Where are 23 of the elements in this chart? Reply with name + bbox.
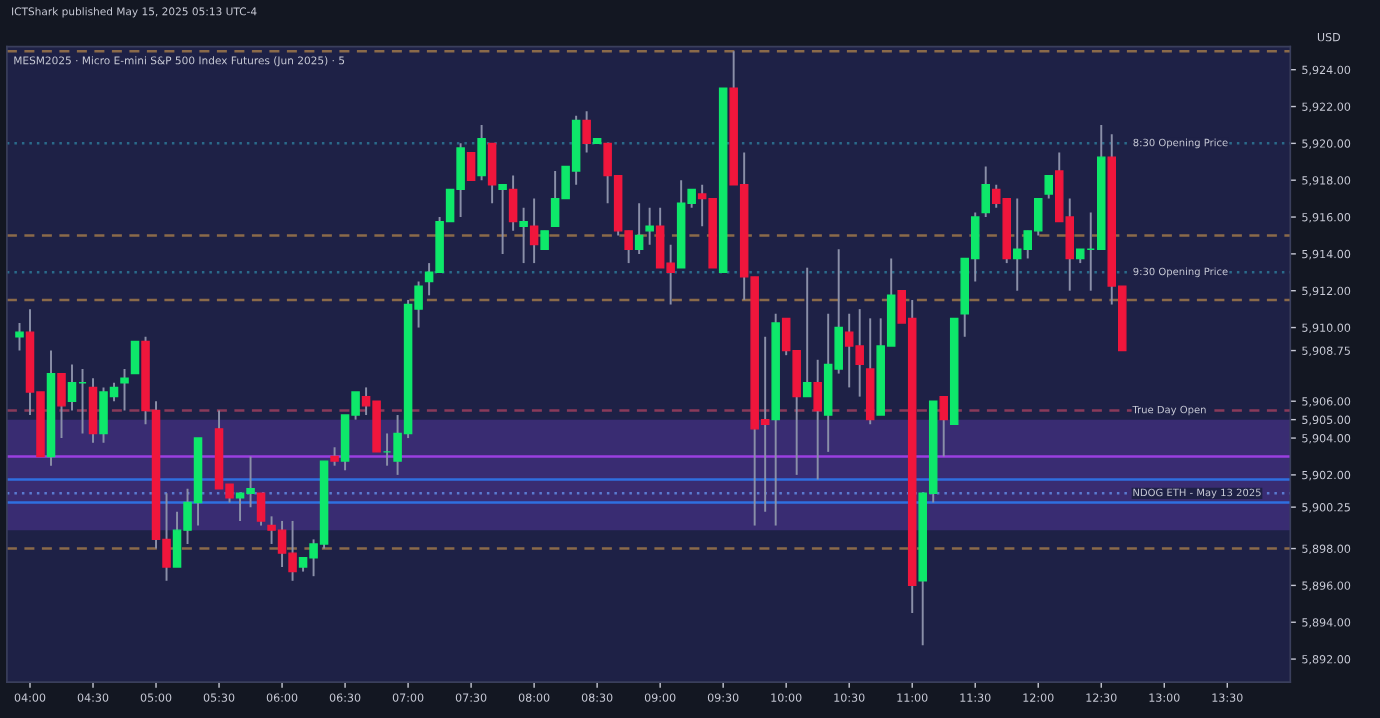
candlestick — [487, 142, 497, 205]
candlestick — [498, 183, 507, 255]
candlestick — [130, 340, 140, 375]
candlestick — [939, 395, 948, 458]
candlestick — [529, 197, 539, 265]
candlestick — [582, 110, 591, 154]
candlestick — [477, 123, 486, 182]
candlestick — [15, 321, 24, 352]
candlestick — [120, 368, 129, 412]
candlestick — [330, 446, 339, 467]
candlestick — [1044, 174, 1054, 200]
candlestick — [645, 206, 654, 246]
candlestick — [540, 230, 549, 250]
candlestick — [634, 202, 644, 255]
candlestick — [88, 377, 98, 444]
candlestick — [813, 358, 822, 481]
candlestick — [57, 372, 66, 440]
candlestick — [508, 174, 518, 232]
candlestick — [256, 492, 266, 527]
candlestick — [466, 151, 476, 181]
candlestick — [519, 206, 528, 265]
candlestick — [802, 266, 812, 398]
candlestick — [981, 165, 990, 219]
